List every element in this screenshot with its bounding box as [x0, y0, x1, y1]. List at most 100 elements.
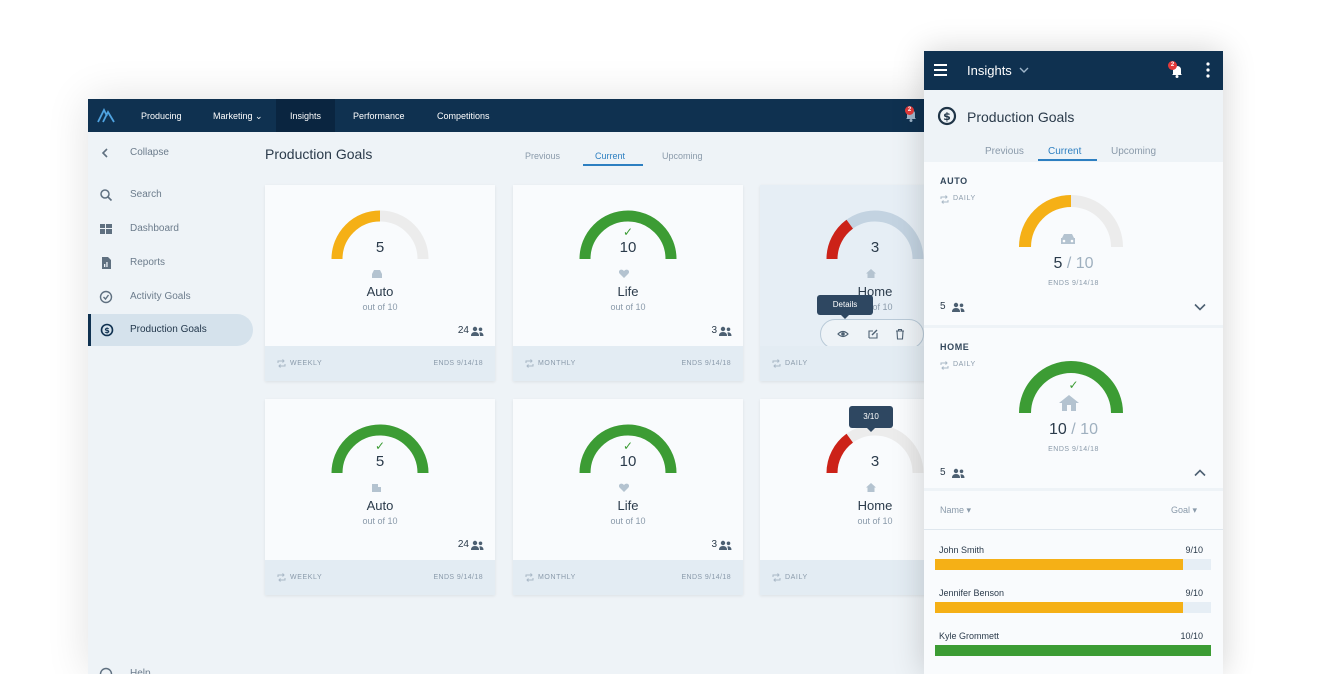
sidebar-item-help[interactable]: Help — [88, 658, 253, 674]
member-name: John Smith — [939, 545, 985, 555]
goal-met-check: ✓ — [374, 439, 386, 453]
details-tooltip: Details — [817, 295, 873, 319]
people-icon — [952, 302, 965, 312]
sidebar-item-label: Production Goals — [130, 324, 207, 335]
member-name: Kyle Grommett — [939, 631, 1000, 641]
goal-target: out of 10 — [362, 516, 398, 526]
frequency-label: MONTHLY — [538, 574, 576, 581]
goal-card-home-daily[interactable]: 3 Home out of 10 DAILY — [760, 399, 948, 595]
sidebar-item-label: Activity Goals — [130, 291, 191, 302]
nav-marketing[interactable]: Marketing ⌄ — [213, 99, 263, 132]
sidebar-item-collapse[interactable]: Collapse — [88, 137, 253, 169]
goal-card-life-monthly[interactable]: ✓ 10 Life out of 10 3 MONTHLY ENDS 9/14/18 — [513, 185, 743, 381]
goal-value: 10 — [619, 239, 637, 256]
ends-date: ENDS 9/14/18 — [433, 574, 483, 581]
dashboard-icon — [100, 224, 112, 234]
dollar-circle-icon: $ — [937, 106, 957, 126]
tab-current[interactable]: Current — [595, 151, 626, 161]
card-footer: DAILY — [760, 560, 948, 595]
more-vertical-icon[interactable] — [1206, 62, 1210, 78]
goal-total: / 10 — [1066, 255, 1094, 272]
logo-icon[interactable] — [97, 108, 115, 123]
participant-count: 3 — [711, 539, 717, 550]
participant-count: 5 — [940, 301, 946, 312]
goal-card-home-daily[interactable]: 3 Home out of 10 DAILY — [760, 185, 948, 381]
people-icon — [719, 540, 732, 550]
chevron-down-icon: ⌄ — [255, 111, 263, 121]
goal-value: 5 — [375, 239, 385, 256]
goal-card-auto-weekly[interactable]: 5 Auto out of 10 24 WEEKLY ENDS 9/14/18 — [265, 185, 495, 381]
goal-value: 10 — [619, 453, 637, 470]
heart-icon — [618, 269, 630, 278]
tab-upcoming[interactable]: Upcoming — [1111, 146, 1157, 157]
card-footer: WEEKLY ENDS 9/14/18 — [265, 560, 495, 595]
column-header-goal[interactable]: Goal ▾ — [1171, 505, 1197, 516]
nav-performance[interactable]: Performance — [353, 111, 405, 121]
tab-previous[interactable]: Previous — [525, 151, 561, 161]
nav-marketing-label: Marketing — [213, 111, 253, 121]
eye-icon[interactable] — [837, 328, 849, 340]
sidebar-item-label: Reports — [130, 257, 166, 268]
card-footer: MONTHLY ENDS 9/14/18 — [513, 560, 743, 595]
progress-bar-fill — [935, 602, 1184, 613]
goal-met-check: ✓ — [622, 225, 634, 239]
notification-badge: 2 — [1168, 61, 1177, 70]
table-row[interactable]: Jennifer Benson 9/10 — [924, 586, 1223, 626]
nav-competitions[interactable]: Competitions — [437, 111, 490, 121]
goal-card-life-monthly[interactable]: ✓ 10 Life out of 10 3 MONTHLY ENDS 9/14/18 — [513, 399, 743, 595]
hamburger-menu-icon[interactable] — [934, 64, 947, 76]
table-row[interactable]: John Smith 9/10 — [924, 543, 1223, 583]
help-icon — [99, 667, 113, 674]
sidebar-item-dashboard[interactable]: Dashboard — [88, 213, 253, 245]
nav-producing[interactable]: Producing — [141, 111, 182, 121]
tab-previous[interactable]: Previous — [985, 146, 1024, 157]
goal-target: out of 10 — [362, 302, 398, 312]
goal-category: Life — [617, 284, 639, 299]
chevron-up-icon[interactable] — [1194, 469, 1206, 477]
sort-down-icon: ▾ — [1192, 505, 1198, 515]
repeat-icon — [525, 359, 534, 368]
frequency-label: DAILY — [953, 361, 976, 368]
people-icon — [471, 540, 484, 550]
goal-target: out of 10 — [610, 516, 646, 526]
trash-icon[interactable] — [894, 328, 906, 340]
chevron-down-icon[interactable] — [1019, 66, 1029, 74]
goal-value: 5 / 10 — [924, 255, 1223, 273]
progress-gauge — [579, 424, 677, 474]
edit-icon[interactable] — [867, 328, 879, 340]
column-header-name[interactable]: Name ▾ — [940, 505, 971, 516]
tab-upcoming[interactable]: Upcoming — [662, 151, 703, 161]
repeat-icon — [940, 195, 949, 204]
check-circle-icon — [99, 290, 113, 304]
goal-card-auto-weekly[interactable]: ✓ 5 Auto out of 10 24 WEEKLY ENDS 9/14/18 — [265, 399, 495, 595]
goal-value: 3 — [870, 239, 880, 256]
sidebar-item-production-goals[interactable]: $ Production Goals — [88, 314, 253, 346]
tab-current[interactable]: Current — [1048, 146, 1082, 157]
table-row[interactable]: Kyle Grommett 10/10 — [924, 629, 1223, 669]
goal-section-auto[interactable]: AUTO DAILY 5 / 10 ENDS 9/14/18 5 — [924, 162, 1223, 325]
mobile-page-title: Production Goals — [967, 109, 1075, 125]
goal-target: out of 10 — [857, 516, 893, 526]
frequency-label: DAILY — [785, 360, 808, 367]
notification-badge: 2 — [905, 106, 914, 115]
frequency-label: DAILY — [953, 195, 976, 202]
goal-category: Home — [857, 498, 893, 513]
goal-total: / 10 — [1071, 421, 1098, 438]
people-icon — [471, 326, 484, 336]
sidebar-item-search[interactable]: Search — [88, 179, 253, 211]
goal-value: 10 / 10 — [924, 421, 1223, 439]
goal-section-home[interactable]: HOME DAILY ✓ 10 / 10 ENDS 9/14/18 5 — [924, 328, 1223, 488]
card-footer: DAILY — [760, 346, 948, 381]
nav-insights[interactable]: Insights — [276, 99, 335, 132]
progress-gauge — [1019, 361, 1123, 414]
svg-text:$: $ — [943, 110, 951, 123]
chevron-down-icon[interactable] — [1194, 303, 1206, 311]
card-actions — [820, 319, 924, 349]
participant-count: 24 — [457, 325, 469, 336]
sidebar-item-activity-goals[interactable]: Activity Goals — [88, 281, 253, 313]
mobile-title[interactable]: Insights — [967, 63, 1012, 78]
sidebar-item-reports[interactable]: Reports — [88, 247, 253, 279]
mobile-window: Insights 2 $ Production Goals Previous C… — [924, 51, 1223, 674]
home-icon — [866, 269, 876, 278]
people-icon — [952, 468, 965, 478]
